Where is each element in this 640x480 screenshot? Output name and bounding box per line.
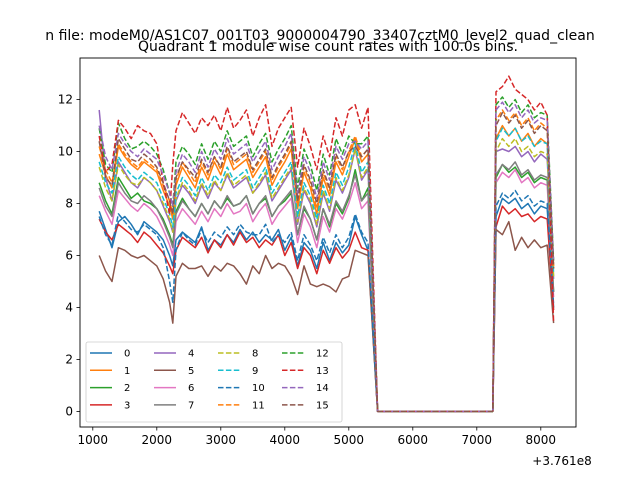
axes-frame <box>79 57 577 428</box>
y-tick-label: 0 <box>65 404 73 418</box>
legend-label-3: 3 <box>124 400 130 411</box>
x-tick-label: 7000 <box>462 433 493 447</box>
x-tick-label: 5000 <box>334 433 365 447</box>
legend-label-0: 0 <box>124 349 130 360</box>
y-tick-label: 12 <box>58 93 73 107</box>
legend-label-13: 13 <box>316 366 329 377</box>
y-tick-label: 8 <box>65 197 73 211</box>
x-tick-label: 1000 <box>78 433 109 447</box>
series-line-10 <box>98 189 555 413</box>
legend-label-7: 7 <box>188 400 194 411</box>
legend-label-14: 14 <box>316 383 329 394</box>
x-tick-label: 4000 <box>270 433 301 447</box>
legend-box <box>85 341 343 423</box>
legend-label-4: 4 <box>188 349 194 360</box>
series-layer <box>98 75 555 413</box>
legend-label-11: 11 <box>252 400 265 411</box>
y-tick-label: 4 <box>65 300 73 314</box>
x-tick-label: 2000 <box>142 433 173 447</box>
legend-label-9: 9 <box>252 366 258 377</box>
x-tick-label: 6000 <box>398 433 429 447</box>
legend-label-8: 8 <box>252 349 258 360</box>
series-line-13 <box>98 75 555 413</box>
figure-suptitle: n file: modeM0/AS1C07_001T03_9000004790_… <box>45 28 594 44</box>
x-tick-label: 3000 <box>206 433 237 447</box>
legend-label-1: 1 <box>124 366 130 377</box>
y-tick-label: 2 <box>65 352 73 366</box>
series-line-15 <box>98 111 555 413</box>
legend-label-10: 10 <box>252 383 265 394</box>
x-axis-offset-label: +3.761e8 <box>532 454 591 468</box>
y-axis: 0 2 4 6 8 10 12 <box>58 93 80 418</box>
y-tick-label: 6 <box>65 248 73 262</box>
y-tick-label: 10 <box>58 145 73 159</box>
chart-title: Quadrant 1 module wise count rates with … <box>138 39 518 55</box>
legend-label-15: 15 <box>316 400 329 411</box>
legend-label-6: 6 <box>188 383 194 394</box>
legend-label-12: 12 <box>316 349 329 360</box>
series-line-8 <box>98 137 555 413</box>
x-tick-label: 8000 <box>526 433 557 447</box>
x-axis: 1000 2000 3000 4000 5000 6000 7000 8000 <box>78 427 557 447</box>
legend-label-5: 5 <box>188 366 194 377</box>
legend-label-2: 2 <box>124 383 130 394</box>
